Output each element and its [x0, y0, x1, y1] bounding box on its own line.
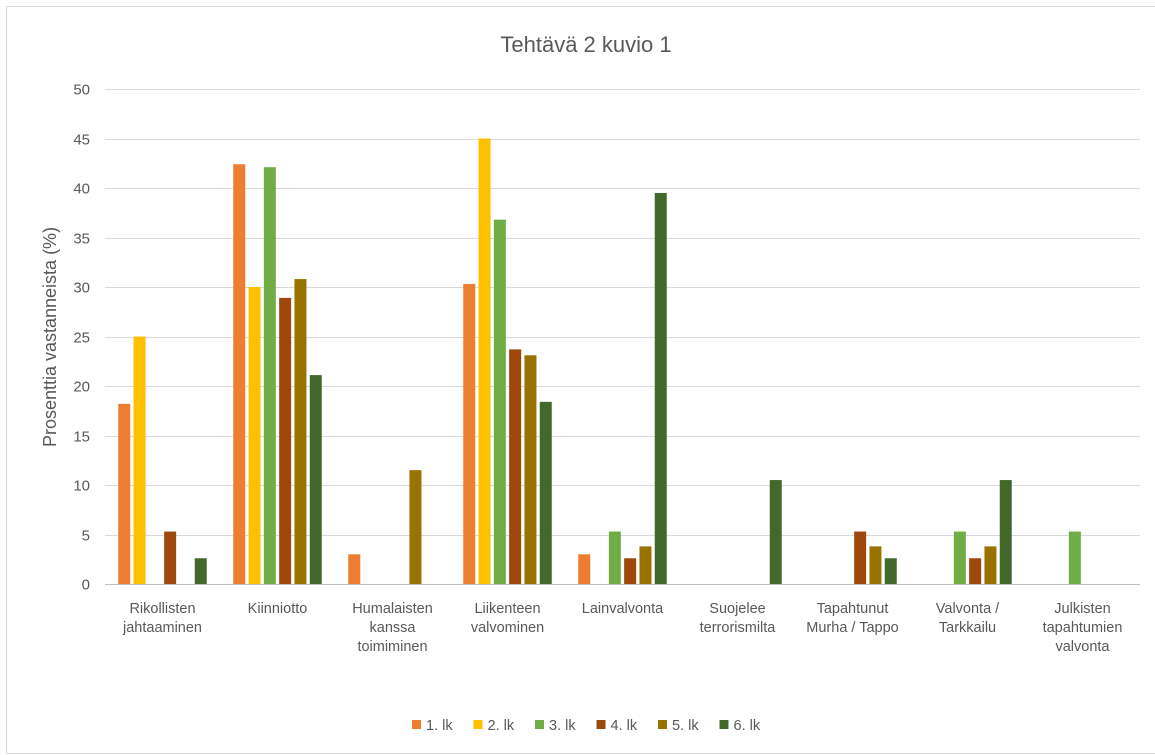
legend-label: 3. lk — [549, 718, 576, 734]
bar-1lk-4 — [578, 554, 591, 584]
legend-label: 6. lk — [734, 718, 761, 734]
bar-4lk-6 — [854, 531, 867, 584]
legend-swatch — [596, 720, 606, 729]
chart-title: Tehtävä 2 kuvio 1 — [500, 32, 671, 57]
legend-label: 2. lk — [488, 718, 515, 734]
y-axis-ticks: 0 5 10 15 20 25 30 35 40 45 50 — [73, 82, 90, 594]
bar-4lk-3 — [509, 349, 522, 584]
x-category-label: Rikollisten jahtaaminen — [122, 601, 202, 636]
bar-3lk-4 — [608, 531, 621, 584]
bar-3lk-8 — [1068, 531, 1081, 584]
bar-6lk-6 — [884, 558, 897, 584]
chart-frame — [6, 6, 1155, 754]
y-tick-label: 15 — [73, 429, 90, 446]
bar-1lk-1 — [233, 164, 246, 585]
bar-6lk-3 — [539, 401, 552, 584]
x-category-label: Humalaisten kanssa toimiminen — [352, 601, 433, 655]
bar-5lk-6 — [869, 546, 882, 584]
x-axis-categories: Rikollisten jahtaaminen Kiinniotto Humalais… — [122, 601, 1122, 655]
bar-4lk-7 — [969, 558, 982, 584]
y-tick-label: 5 — [82, 528, 90, 545]
bar-5lk-2 — [409, 470, 422, 584]
legend-swatch — [535, 720, 544, 729]
bar-4lk-4 — [624, 558, 637, 584]
bar-5lk-4 — [639, 546, 652, 584]
y-tick-label: 40 — [73, 181, 90, 198]
legend-swatch — [412, 720, 421, 729]
bar-6lk-4 — [654, 192, 667, 584]
x-category-label: Julkisten tapahtumien valvonta — [1043, 601, 1123, 655]
legend-swatch — [473, 720, 483, 729]
bar-6lk-5 — [769, 480, 782, 584]
bar-6lk-7 — [999, 480, 1012, 584]
x-category-label: Lainvalvonta — [582, 601, 664, 617]
legend-swatch — [719, 720, 729, 729]
bar-3lk-1 — [263, 167, 276, 584]
bar-1lk-0 — [118, 403, 131, 584]
x-category-label: Kiinniotto — [248, 601, 308, 617]
bar-4lk-0 — [164, 531, 177, 584]
x-category-label: Valvonta / Tarkkailu — [936, 601, 1000, 636]
x-category-label: Tapahtunut Murha / Tappo — [806, 601, 898, 636]
bar-5lk-7 — [984, 546, 997, 584]
bar-1lk-2 — [348, 554, 361, 584]
y-tick-label: 50 — [73, 82, 90, 99]
bar-1lk-3 — [463, 284, 476, 584]
legend-label: 1. lk — [426, 718, 453, 734]
legend-swatch — [658, 720, 667, 729]
y-tick-label: 30 — [73, 280, 90, 297]
bar-2lk-3 — [478, 138, 491, 584]
y-tick-label: 10 — [73, 478, 90, 495]
y-tick-label: 45 — [73, 132, 90, 149]
bars — [118, 138, 1081, 585]
bar-6lk-1 — [309, 375, 322, 584]
bar-3lk-3 — [493, 219, 506, 584]
y-tick-label: 25 — [73, 330, 90, 347]
bar-2lk-0 — [133, 336, 146, 584]
bar-3lk-7 — [953, 531, 966, 584]
legend: 1. lk 2. lk 3. lk 4. lk 5. lk 6. lk — [412, 718, 761, 734]
y-tick-label: 20 — [73, 379, 90, 396]
legend-label: 4. lk — [611, 718, 638, 734]
bar-4lk-1 — [279, 297, 292, 584]
bar-5lk-1 — [294, 279, 307, 584]
y-tick-label: 35 — [73, 231, 90, 248]
y-axis-label: Prosenttia vastanneista (%) — [40, 227, 60, 447]
x-category-label: Suojelee terrorismilta — [700, 601, 777, 636]
bar-6lk-0 — [194, 558, 207, 584]
bar-2lk-1 — [248, 287, 261, 584]
bar-5lk-3 — [524, 355, 537, 584]
y-tick-label: 0 — [82, 577, 90, 594]
x-category-label: Liikenteen valvominen — [471, 601, 544, 636]
legend-label: 5. lk — [672, 718, 699, 734]
gridlines — [105, 89, 1140, 536]
